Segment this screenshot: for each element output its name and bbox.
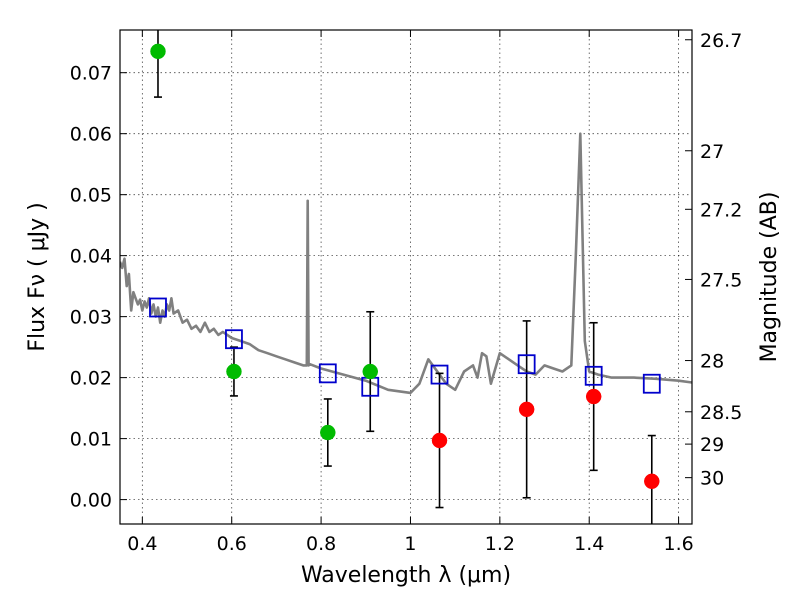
plot-border xyxy=(119,29,693,525)
circle-point xyxy=(320,424,336,441)
y2-tick-label: 27 xyxy=(700,141,724,163)
y-tick-label: 0.06 xyxy=(70,124,112,146)
x-tick-label: 0.8 xyxy=(306,533,336,555)
y2-tick-label: 28 xyxy=(700,351,724,373)
square-point xyxy=(430,364,449,385)
circle-point xyxy=(431,432,448,449)
circle-point xyxy=(150,43,166,60)
square-point xyxy=(517,354,536,375)
plot-area xyxy=(120,30,692,524)
x-tick-label: 1.6 xyxy=(663,533,693,555)
y-tick-label: 0.02 xyxy=(70,368,112,390)
circle-point xyxy=(518,401,535,418)
model-spectrum-line xyxy=(120,132,692,395)
square-point xyxy=(318,363,337,384)
square-point xyxy=(149,297,167,318)
circle-point xyxy=(644,473,660,490)
y-axis-label: Flux Fν ( μJy ) xyxy=(25,202,50,351)
tick-layer: 0.4 0.6 0.8 1 1.2 1.4 1.6 0.00 0.01 0.02 0.03 0.04 0… xyxy=(70,30,743,555)
x-tick-label: 0.4 xyxy=(127,533,157,555)
y-tick-label: 0.05 xyxy=(70,185,112,207)
y2-axis-label: Magnitude (AB) xyxy=(757,192,782,363)
grid-layer xyxy=(120,30,692,524)
square-point xyxy=(584,365,603,386)
y2-tick-label: 30 xyxy=(700,468,724,490)
y2-tick-label: 28.5 xyxy=(700,402,742,424)
square-point xyxy=(225,329,243,350)
x-tick-label: 0.6 xyxy=(217,533,247,555)
y-tick-label: 0.04 xyxy=(70,246,112,268)
y2-tick-label: 27.2 xyxy=(700,199,742,221)
circle-point xyxy=(585,388,602,405)
x-tick-label: 1.2 xyxy=(485,533,515,555)
circle-point xyxy=(226,363,242,380)
x-tick-label: 1 xyxy=(404,533,416,555)
circle-point xyxy=(362,363,378,380)
y-tick-label: 0.01 xyxy=(70,429,112,451)
y-tick-label: 0.03 xyxy=(70,307,112,329)
y2-tick-label: 27.5 xyxy=(700,269,742,291)
y-tick-label: 0.07 xyxy=(70,63,112,85)
x-tick-label: 1.4 xyxy=(574,533,604,555)
y2-tick-label: 26.7 xyxy=(700,30,742,52)
y2-tick-label: 29 xyxy=(700,434,724,456)
x-axis-label: Wavelength λ (μm) xyxy=(301,563,511,588)
plot-frame xyxy=(119,29,693,525)
y-tick-label: 0.00 xyxy=(70,490,112,512)
square-point xyxy=(642,373,661,394)
